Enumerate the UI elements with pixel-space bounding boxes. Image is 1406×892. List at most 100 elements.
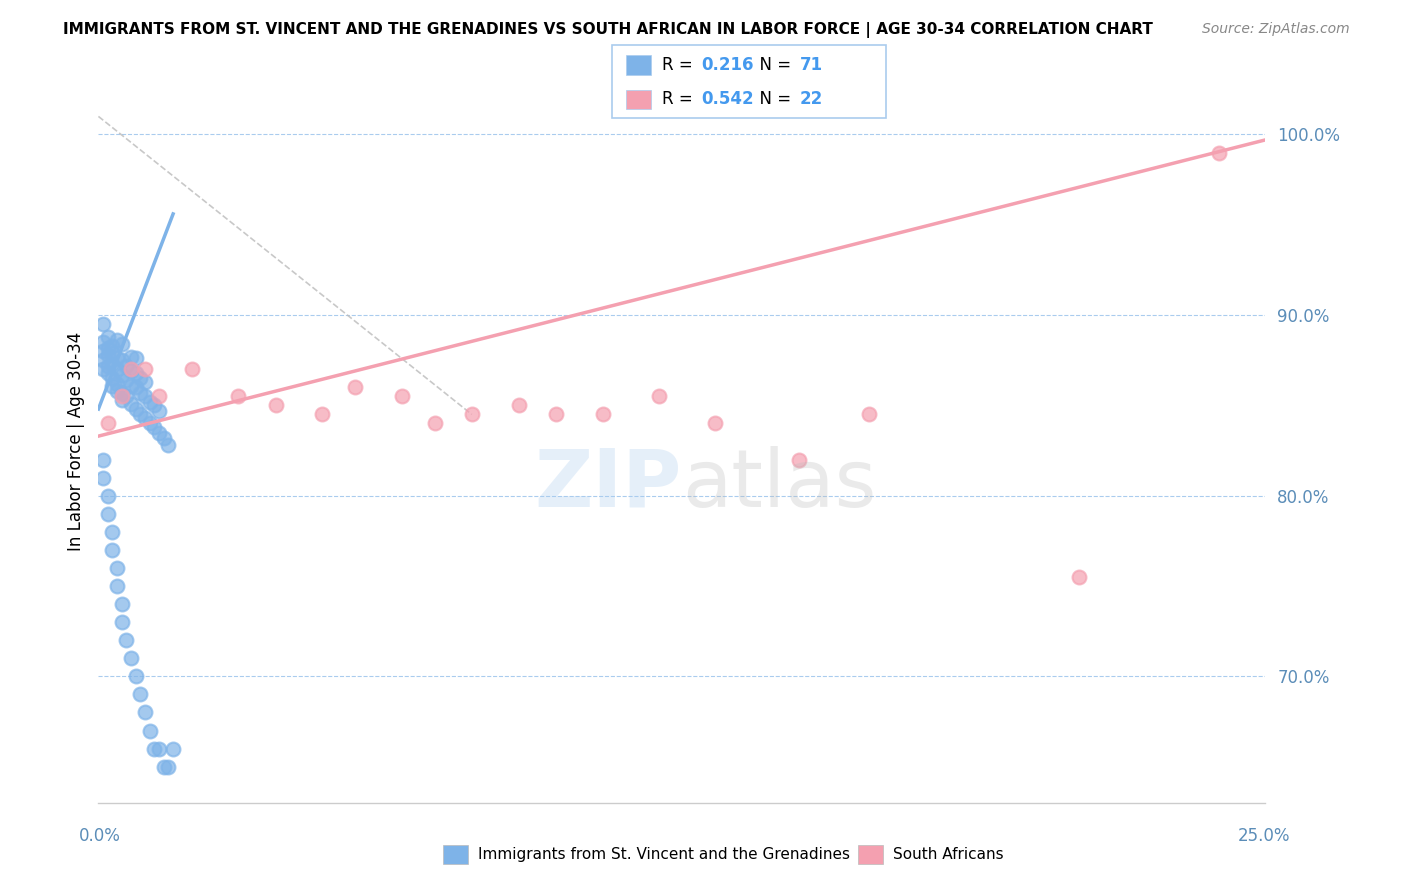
Point	[91, 470, 114, 484]
Point	[101, 357, 124, 371]
Point	[134, 411, 156, 425]
Point	[97, 489, 120, 503]
Point	[111, 392, 134, 407]
Point	[115, 373, 138, 387]
Point	[134, 389, 156, 403]
Point	[148, 404, 170, 418]
Point	[180, 362, 202, 376]
Point	[105, 351, 128, 366]
Point	[97, 359, 120, 373]
Point	[105, 362, 128, 376]
Point	[129, 687, 152, 701]
Point	[120, 378, 142, 392]
Point	[91, 353, 114, 368]
Point	[101, 378, 124, 392]
Text: South Africans: South Africans	[893, 847, 1004, 862]
Point	[134, 706, 156, 720]
Point	[139, 723, 162, 738]
Point	[120, 350, 142, 364]
Point	[647, 389, 669, 403]
Point	[105, 376, 128, 391]
Point	[105, 334, 128, 348]
Point	[101, 371, 124, 385]
Point	[101, 339, 124, 353]
Point	[143, 741, 166, 756]
Text: ZIP: ZIP	[534, 446, 682, 524]
Text: 71: 71	[800, 56, 823, 74]
Point	[125, 351, 148, 366]
Text: N =: N =	[749, 56, 797, 74]
Point	[143, 398, 166, 412]
Point	[703, 417, 725, 431]
Point	[97, 341, 120, 355]
Point	[97, 366, 120, 380]
Point	[111, 337, 134, 351]
Point	[115, 633, 138, 648]
Point	[97, 348, 120, 362]
Point	[105, 579, 128, 593]
Text: 0.216: 0.216	[702, 56, 754, 74]
Text: 22: 22	[800, 90, 824, 109]
Text: IMMIGRANTS FROM ST. VINCENT AND THE GRENADINES VS SOUTH AFRICAN IN LABOR FORCE |: IMMIGRANTS FROM ST. VINCENT AND THE GREN…	[63, 22, 1153, 38]
Point	[1067, 570, 1090, 584]
Point	[105, 384, 128, 398]
Point	[125, 380, 148, 394]
Point	[143, 420, 166, 434]
Point	[97, 330, 120, 344]
Point	[152, 759, 174, 773]
Point	[148, 425, 170, 440]
Point	[125, 366, 148, 380]
Point	[105, 561, 128, 575]
Point	[423, 417, 446, 431]
Point	[97, 417, 120, 431]
Point	[111, 615, 134, 629]
Point	[461, 408, 484, 422]
Text: R =: R =	[662, 56, 699, 74]
Point	[101, 346, 124, 360]
Y-axis label: In Labor Force | Age 30-34: In Labor Force | Age 30-34	[66, 332, 84, 551]
Point	[162, 741, 184, 756]
Point	[134, 375, 156, 389]
Text: 0.542: 0.542	[702, 90, 754, 109]
Point	[120, 396, 142, 410]
Point	[111, 353, 134, 368]
Text: Source: ZipAtlas.com: Source: ZipAtlas.com	[1202, 22, 1350, 37]
Point	[111, 597, 134, 611]
Point	[157, 759, 180, 773]
Point	[139, 417, 162, 431]
Point	[157, 438, 180, 452]
Point	[1208, 145, 1230, 160]
Point	[91, 362, 114, 376]
Point	[101, 524, 124, 539]
Text: R =: R =	[662, 90, 699, 109]
Point	[129, 408, 152, 422]
Point	[544, 408, 567, 422]
Point	[508, 398, 530, 412]
Point	[592, 408, 614, 422]
Point	[129, 385, 152, 400]
Point	[125, 669, 148, 683]
Point	[787, 452, 810, 467]
Text: Immigrants from St. Vincent and the Grenadines: Immigrants from St. Vincent and the Gren…	[478, 847, 851, 862]
Point	[125, 402, 148, 417]
Point	[858, 408, 880, 422]
Point	[115, 359, 138, 373]
Point	[111, 389, 134, 403]
Text: atlas: atlas	[682, 446, 876, 524]
Point	[120, 362, 142, 376]
Text: N =: N =	[749, 90, 797, 109]
Point	[311, 408, 333, 422]
Point	[91, 452, 114, 467]
Point	[91, 317, 114, 331]
Point	[101, 542, 124, 557]
Point	[120, 651, 142, 665]
Point	[344, 380, 367, 394]
Point	[111, 368, 134, 382]
Point	[91, 344, 114, 359]
Point	[139, 394, 162, 409]
Point	[115, 389, 138, 403]
Point	[152, 431, 174, 445]
Point	[129, 371, 152, 385]
Point	[97, 507, 120, 521]
Point	[120, 364, 142, 378]
